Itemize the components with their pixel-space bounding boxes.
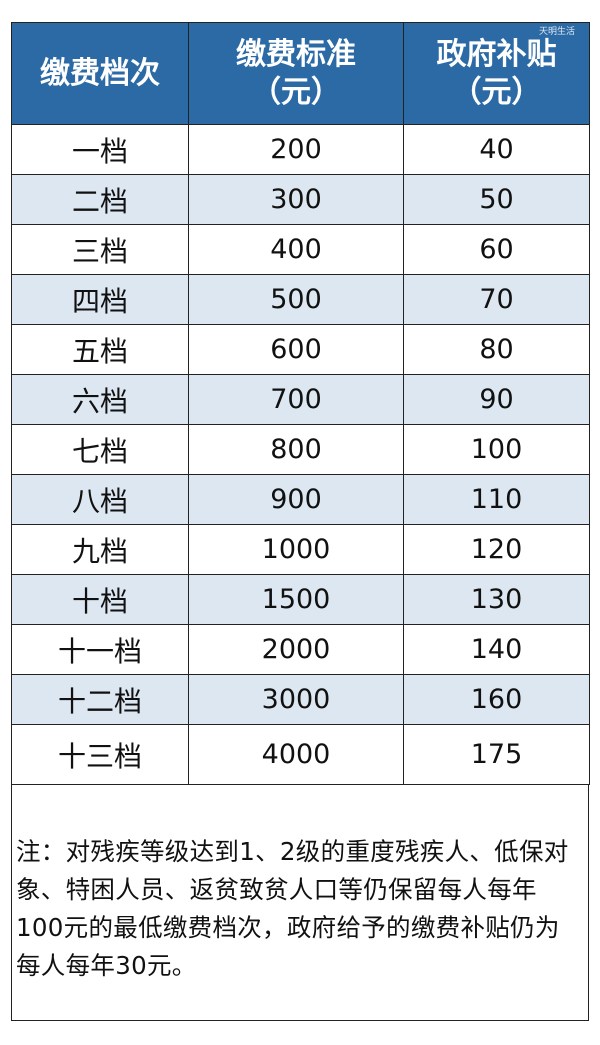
cell-standard: 4000	[188, 724, 404, 785]
header-label: 政府补贴	[436, 36, 557, 72]
table-row: 一档 200 40	[11, 124, 590, 175]
contribution-table: 缴费档次 缴费标准 （元） 政府补贴 （元） 一档 200 40 二档 300 50 三档 400…	[11, 22, 590, 785]
cell-standard: 400	[188, 224, 404, 275]
cell-standard: 3000	[188, 674, 404, 725]
cell-tier: 九档	[11, 524, 189, 575]
table-row: 十三档 4000 175	[11, 724, 590, 785]
header-tier: 缴费档次	[11, 22, 189, 125]
header-label: 缴费档次	[40, 55, 160, 91]
note-text: 注：对残疾等级达到1、2级的重度残疾人、低保对象、特困人员、返贫致贫人口等仍保留…	[11, 785, 589, 1021]
cell-standard: 1000	[188, 524, 404, 575]
table-row: 九档 1000 120	[11, 524, 590, 575]
cell-standard: 800	[188, 424, 404, 475]
cell-subsidy: 160	[403, 674, 590, 725]
cell-tier: 四档	[11, 274, 189, 325]
table-row: 十一档 2000 140	[11, 624, 590, 675]
header-standard: 缴费标准 （元）	[188, 22, 404, 125]
cell-subsidy: 70	[403, 274, 590, 325]
cell-subsidy: 90	[403, 374, 590, 425]
cell-standard: 200	[188, 124, 404, 175]
table-row: 三档 400 60	[11, 224, 590, 275]
header-subsidy: 政府补贴 （元）	[403, 22, 590, 125]
header-row: 缴费档次 缴费标准 （元） 政府补贴 （元）	[11, 22, 590, 125]
cell-subsidy: 40	[403, 124, 590, 175]
table-row: 七档 800 100	[11, 424, 590, 475]
header-unit: （元）	[251, 74, 341, 110]
table-row: 二档 300 50	[11, 174, 590, 225]
cell-subsidy: 110	[403, 474, 590, 525]
cell-tier: 六档	[11, 374, 189, 425]
table-row: 四档 500 70	[11, 274, 590, 325]
cell-subsidy: 80	[403, 324, 590, 375]
table-row: 八档 900 110	[11, 474, 590, 525]
header-label: 缴费标准	[236, 36, 356, 72]
cell-tier: 二档	[11, 174, 189, 225]
table-row: 五档 600 80	[11, 324, 590, 375]
cell-standard: 700	[188, 374, 404, 425]
cell-tier: 七档	[11, 424, 189, 475]
header-unit: （元）	[451, 74, 542, 110]
cell-standard: 2000	[188, 624, 404, 675]
cell-subsidy: 140	[403, 624, 590, 675]
cell-standard: 900	[188, 474, 404, 525]
cell-standard: 600	[188, 324, 404, 375]
table-row: 六档 700 90	[11, 374, 590, 425]
cell-standard: 300	[188, 174, 404, 225]
cell-subsidy: 100	[403, 424, 590, 475]
cell-tier: 一档	[11, 124, 189, 175]
table-row: 十档 1500 130	[11, 574, 590, 625]
cell-subsidy: 130	[403, 574, 590, 625]
cell-tier: 三档	[11, 224, 189, 275]
cell-tier: 十三档	[11, 724, 189, 785]
cell-tier: 十二档	[11, 674, 189, 725]
cell-standard: 500	[188, 274, 404, 325]
table-row: 十二档 3000 160	[11, 674, 590, 725]
cell-subsidy: 175	[403, 724, 590, 785]
cell-tier: 五档	[11, 324, 189, 375]
cell-standard: 1500	[188, 574, 404, 625]
cell-subsidy: 120	[403, 524, 590, 575]
cell-tier: 十档	[11, 574, 189, 625]
watermark-logo: 天明生活	[538, 27, 575, 37]
cell-tier: 十一档	[11, 624, 189, 675]
cell-tier: 八档	[11, 474, 189, 525]
cell-subsidy: 60	[403, 224, 590, 275]
cell-subsidy: 50	[403, 174, 590, 225]
contribution-table-container: 天明生活 缴费档次 缴费标准 （元） 政府补贴 （元） 一档 200 40 二档 300 50…	[11, 22, 590, 1021]
